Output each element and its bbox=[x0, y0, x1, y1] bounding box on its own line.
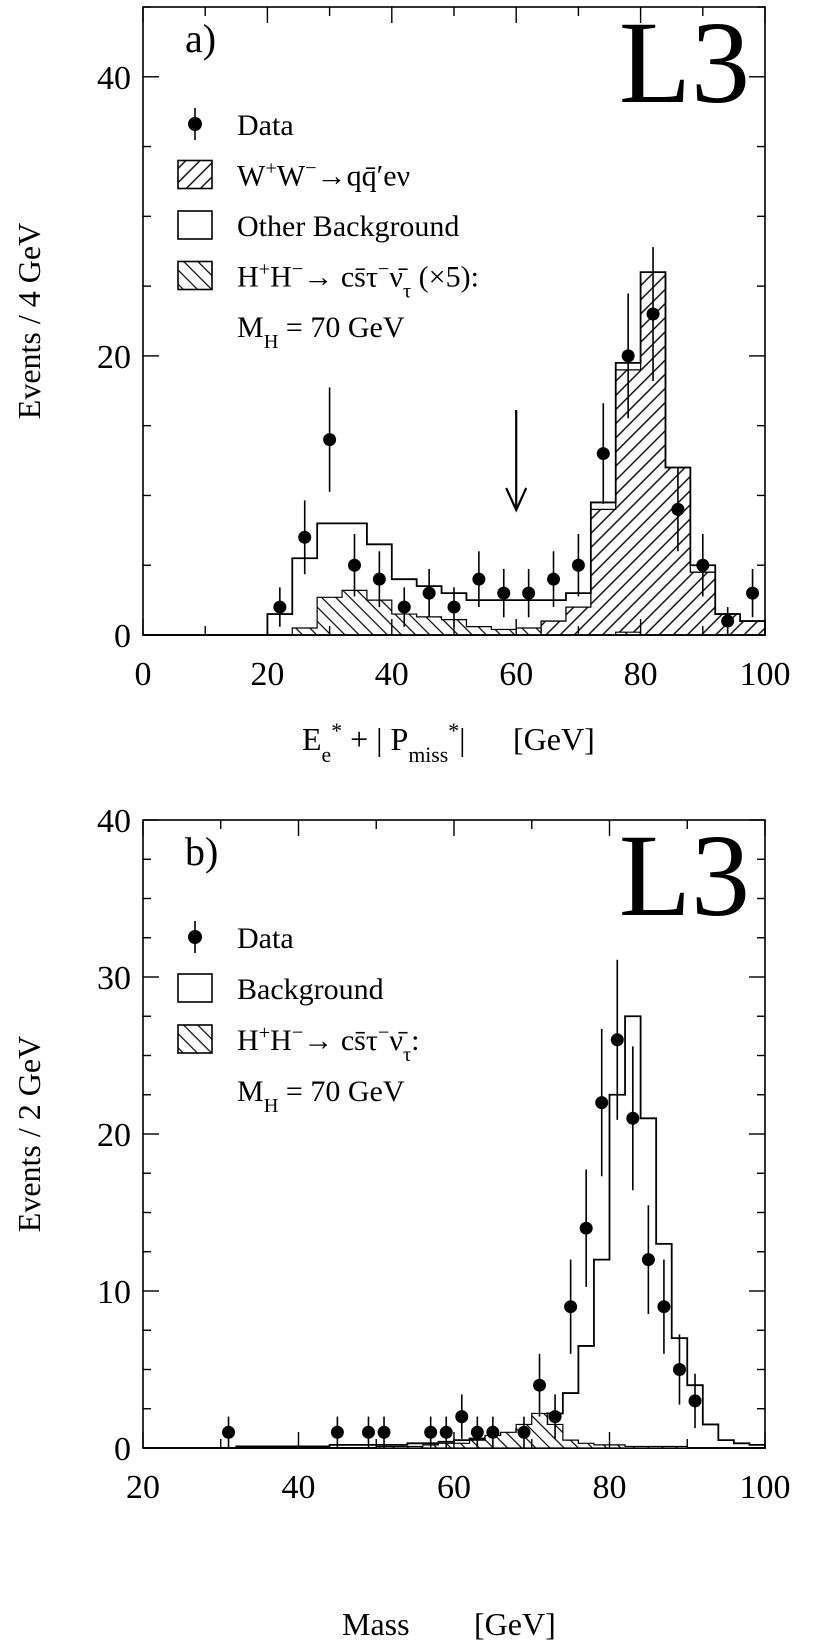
data-point bbox=[330, 1425, 344, 1439]
data-point bbox=[595, 1096, 609, 1110]
legend-label-data: Data bbox=[237, 922, 294, 955]
data-point bbox=[626, 1111, 640, 1125]
x-tick-label: 0 bbox=[135, 656, 152, 693]
data-point bbox=[610, 1033, 624, 1047]
data-point bbox=[671, 502, 685, 516]
data-point bbox=[672, 1363, 686, 1376]
legend-label-mh: MH = 70 GeV bbox=[237, 311, 405, 353]
data-point bbox=[696, 558, 710, 572]
data-point bbox=[424, 1425, 438, 1439]
y-axis-title: Events / 2 GeV bbox=[11, 1036, 47, 1232]
x-axis-title: Mass bbox=[342, 1606, 410, 1642]
data-point bbox=[517, 1425, 531, 1439]
data-point bbox=[596, 447, 610, 461]
y-tick-label: 40 bbox=[97, 60, 131, 97]
x-tick-label: 100 bbox=[740, 1469, 791, 1506]
data-point bbox=[522, 586, 536, 600]
experiment-logo: L3 bbox=[619, 810, 750, 941]
panel-label: b) bbox=[185, 829, 218, 874]
legend-label-bkg: Background bbox=[237, 973, 384, 1006]
data-point bbox=[298, 530, 312, 544]
x-tick-label: 20 bbox=[250, 656, 284, 693]
data-point bbox=[657, 1300, 671, 1314]
data-point bbox=[547, 572, 561, 586]
x-tick-label: 100 bbox=[740, 656, 791, 693]
cut-arrow-head bbox=[505, 487, 528, 513]
data-point bbox=[361, 1425, 375, 1439]
y-tick-label: 40 bbox=[97, 803, 131, 840]
data-point bbox=[377, 1425, 391, 1439]
data-point bbox=[721, 614, 735, 628]
panel-a: 0 20 40 60 80 100 0 20 40 Events / 4 GeV Ee* + | P… bbox=[11, 0, 791, 767]
data-point bbox=[579, 1221, 593, 1235]
data-point bbox=[455, 1410, 469, 1424]
data-point bbox=[571, 558, 585, 572]
data-point bbox=[422, 586, 436, 600]
x-tick-label: 40 bbox=[282, 1469, 316, 1506]
x-tick-label: 40 bbox=[375, 656, 409, 693]
legend-label-mh: MH = 70 GeV bbox=[237, 1075, 405, 1117]
data-point bbox=[397, 600, 411, 614]
data-point bbox=[548, 1410, 562, 1424]
legend-swatch-other bbox=[177, 210, 213, 240]
data-point bbox=[372, 572, 386, 586]
x-tick-label: 60 bbox=[437, 1469, 471, 1506]
x-tick-label: 60 bbox=[499, 656, 533, 693]
data-point bbox=[439, 1425, 453, 1439]
legend-label-hh: H+H−→ cs̄τ−ν̄τ (×5): bbox=[237, 259, 479, 303]
legend-label-data: Data bbox=[237, 109, 294, 142]
legend-swatch-hh bbox=[177, 260, 213, 291]
x-axis-unit: [GeV] bbox=[474, 1606, 556, 1642]
data-point bbox=[646, 307, 660, 321]
panel-b: 20 40 60 80 100 0 10 20 30 40 Events / 2 GeV Mass [G… bbox=[11, 803, 791, 1642]
legend-label-hh: H+H−→ cs̄τ−ν̄τ: bbox=[237, 1022, 420, 1066]
data-point bbox=[486, 1425, 500, 1439]
data-point bbox=[533, 1378, 547, 1392]
x-tick-label: 20 bbox=[126, 1469, 160, 1506]
x-tick-label: 80 bbox=[593, 1469, 627, 1506]
data-point bbox=[472, 572, 486, 586]
legend-swatch-hh bbox=[177, 1024, 213, 1054]
data-point bbox=[688, 1394, 702, 1408]
data-point bbox=[641, 1253, 655, 1267]
y-tick-label: 0 bbox=[114, 1431, 131, 1468]
data-point bbox=[621, 349, 635, 363]
data-point bbox=[447, 600, 461, 614]
data-point bbox=[347, 558, 361, 572]
legend-swatch-ww bbox=[177, 159, 213, 190]
y-tick-label: 20 bbox=[97, 1117, 131, 1154]
data-point bbox=[470, 1425, 484, 1439]
x-tick-label: 80 bbox=[624, 656, 658, 693]
x-axis-title: Ee* + | Pmiss*| bbox=[302, 719, 466, 767]
legend-label-other: Other Background bbox=[237, 210, 459, 243]
data-point bbox=[746, 586, 760, 600]
x-axis-unit: [GeV] bbox=[513, 721, 595, 757]
legend-label-ww: W+W−→qq̄′eν bbox=[237, 158, 410, 193]
data-point bbox=[222, 1425, 236, 1439]
data-point bbox=[497, 586, 511, 600]
legend-point-symbol bbox=[188, 930, 202, 944]
y-tick-label: 0 bbox=[114, 618, 131, 655]
data-point bbox=[564, 1300, 578, 1314]
data-point bbox=[273, 600, 287, 614]
y-tick-label: 10 bbox=[97, 1274, 131, 1311]
y-tick-label: 20 bbox=[97, 339, 131, 376]
panel-label: a) bbox=[185, 16, 216, 61]
y-axis-title: Events / 4 GeV bbox=[11, 223, 47, 419]
y-tick-label: 30 bbox=[97, 960, 131, 997]
legend-point-symbol bbox=[188, 117, 202, 131]
experiment-logo: L3 bbox=[619, 0, 750, 128]
legend-swatch-bkg bbox=[177, 973, 213, 1003]
data-point bbox=[323, 433, 337, 447]
